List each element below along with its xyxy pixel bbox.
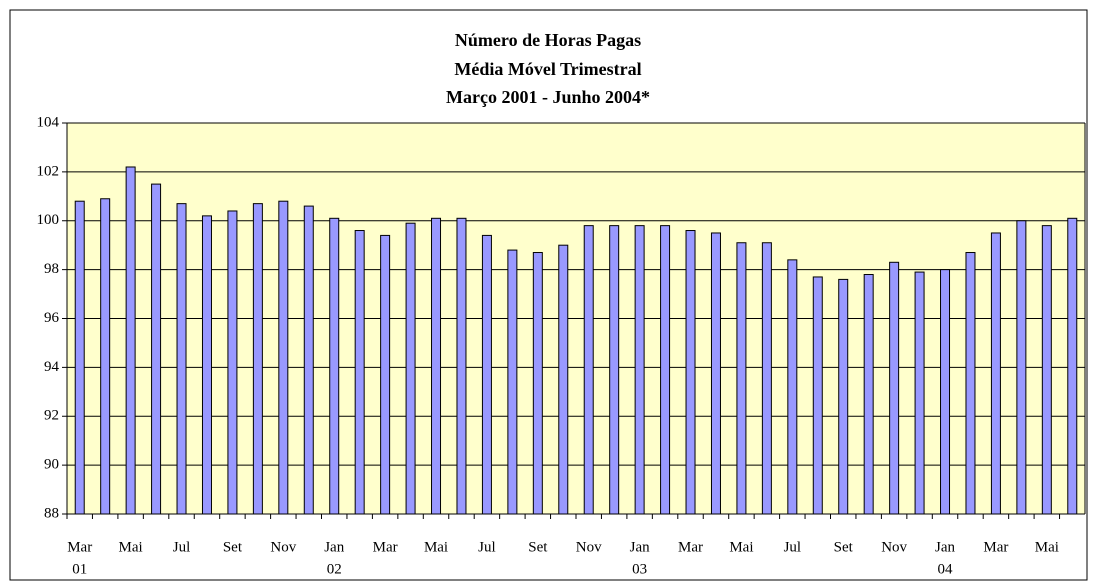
bar xyxy=(710,232,721,515)
x-tick-label: Jul xyxy=(784,539,802,555)
bar xyxy=(914,271,925,515)
bar xyxy=(558,244,569,515)
bar xyxy=(965,252,976,515)
y-tick-label: 96 xyxy=(44,310,60,326)
x-tick-label: Mai xyxy=(119,539,143,555)
x-tick-label: Mai xyxy=(424,539,448,555)
bar xyxy=(761,242,772,515)
x-tick-label: Mar xyxy=(373,539,398,555)
bar xyxy=(634,225,645,515)
bar xyxy=(1016,220,1027,515)
bar xyxy=(787,259,798,515)
x-tick-label: Jul xyxy=(173,539,191,555)
y-tick-label: 90 xyxy=(44,457,59,473)
bar xyxy=(863,274,874,515)
bar xyxy=(507,249,518,515)
bar xyxy=(532,252,543,515)
bar xyxy=(278,200,289,515)
x-tick-label: Jan xyxy=(630,539,650,555)
bar xyxy=(227,210,238,515)
y-tick-label: 88 xyxy=(44,505,59,521)
bar xyxy=(736,242,747,515)
y-tick-label: 100 xyxy=(37,212,60,228)
bar xyxy=(990,232,1001,515)
bar xyxy=(660,225,671,515)
x-tick-label: Mai xyxy=(729,539,753,555)
x-tick-label: Jul xyxy=(478,539,496,555)
y-tick-label: 92 xyxy=(44,408,59,424)
x-tick-year: 01 xyxy=(72,561,87,577)
y-tick-label: 104 xyxy=(37,114,60,130)
bar xyxy=(380,234,391,515)
bar xyxy=(456,217,467,515)
bar xyxy=(100,198,111,515)
bar xyxy=(685,230,696,515)
x-tick-label: Set xyxy=(528,539,548,555)
bar xyxy=(151,183,162,515)
x-tick-year: 02 xyxy=(327,561,342,577)
bar xyxy=(329,217,340,515)
bar xyxy=(354,230,365,515)
bar xyxy=(1041,225,1052,515)
bar xyxy=(812,276,823,515)
x-tick-label: Nov xyxy=(270,539,296,555)
x-tick-label: Jan xyxy=(324,539,344,555)
x-tick-label: Set xyxy=(223,539,243,555)
bar xyxy=(201,215,212,515)
bar xyxy=(889,261,900,515)
bar xyxy=(940,269,951,515)
bar xyxy=(405,222,416,515)
chart-title: Número de Horas Pagas xyxy=(455,30,641,50)
bar xyxy=(431,217,442,515)
x-tick-label: Nov xyxy=(576,539,602,555)
y-tick-label: 102 xyxy=(37,163,60,179)
x-tick-year: 04 xyxy=(938,561,954,577)
chart-subtitle: Média Móvel Trimestral xyxy=(454,59,641,79)
bar xyxy=(252,203,263,515)
bar xyxy=(583,225,594,515)
bar xyxy=(609,225,620,515)
bar xyxy=(125,166,136,515)
y-tick-label: 94 xyxy=(44,359,60,375)
x-tick-label: Nov xyxy=(881,539,907,555)
x-tick-label: Mar xyxy=(678,539,703,555)
x-tick-label: Mai xyxy=(1035,539,1059,555)
bar xyxy=(838,278,849,515)
chart-subtitle: Março 2001 - Junho 2004* xyxy=(446,87,650,107)
y-tick-label: 98 xyxy=(44,261,59,277)
bar xyxy=(176,203,187,515)
bar xyxy=(481,234,492,515)
x-tick-label: Mar xyxy=(67,539,92,555)
x-tick-label: Jan xyxy=(935,539,955,555)
x-tick-label: Mar xyxy=(983,539,1008,555)
bar xyxy=(74,200,85,515)
x-tick-year: 03 xyxy=(632,561,647,577)
bar xyxy=(1067,217,1078,515)
bar xyxy=(303,205,314,515)
x-tick-label: Set xyxy=(834,539,854,555)
